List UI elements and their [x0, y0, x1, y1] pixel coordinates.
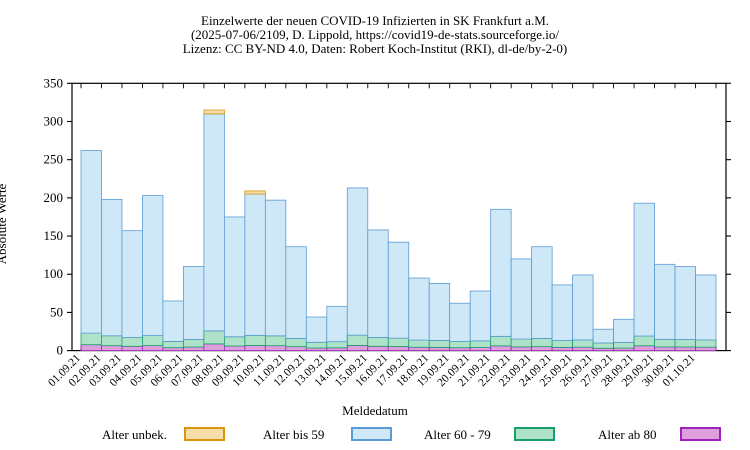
- svg-text:150: 150: [44, 228, 64, 243]
- svg-text:250: 250: [44, 152, 64, 167]
- svg-text:100: 100: [44, 266, 64, 281]
- svg-text:350: 350: [44, 75, 64, 90]
- svg-text:0: 0: [57, 343, 64, 358]
- svg-text:300: 300: [44, 113, 64, 128]
- svg-text:200: 200: [44, 190, 64, 205]
- svg-text:50: 50: [50, 304, 63, 319]
